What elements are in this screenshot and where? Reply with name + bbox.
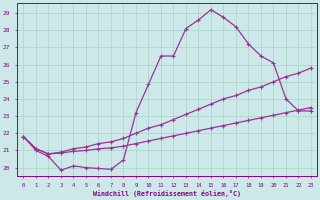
X-axis label: Windchill (Refroidissement éolien,°C): Windchill (Refroidissement éolien,°C) <box>93 190 241 197</box>
